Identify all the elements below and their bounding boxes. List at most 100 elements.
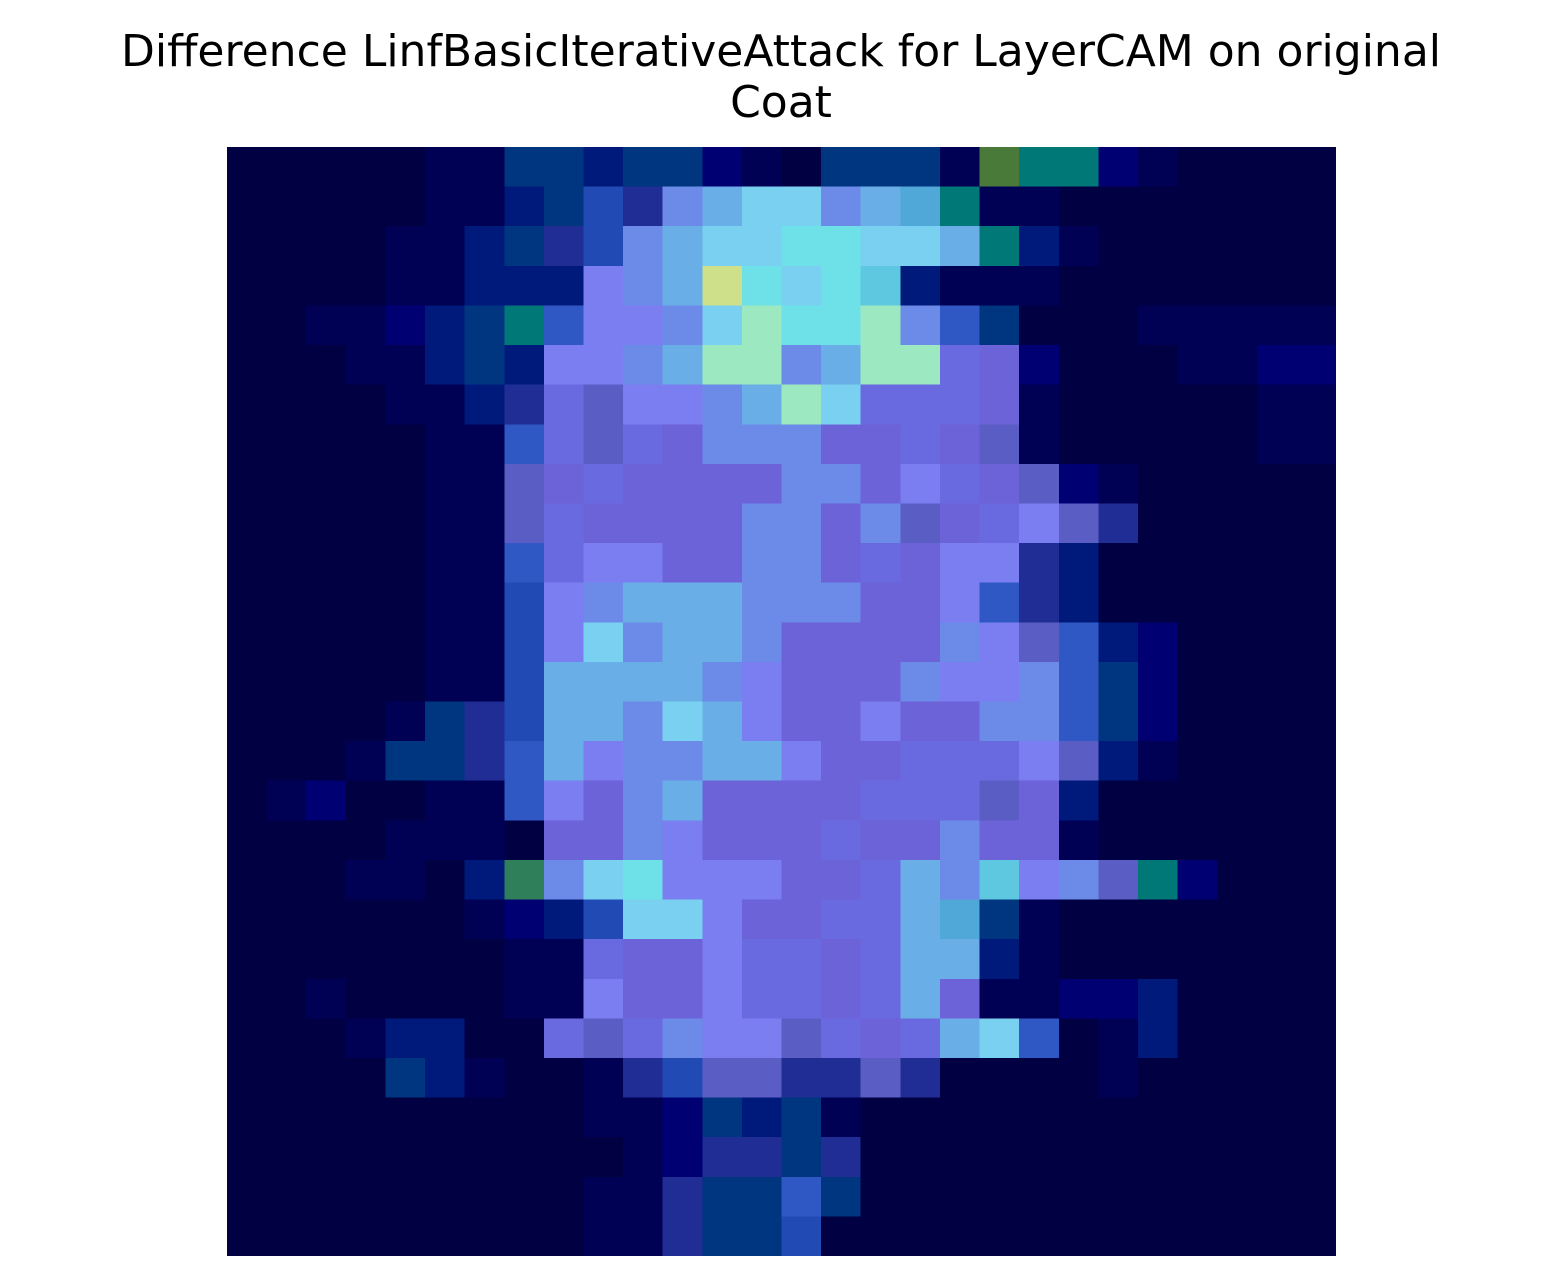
heatmap-cell — [1217, 1097, 1258, 1138]
heatmap-cell — [1058, 186, 1100, 228]
heatmap-cell — [227, 1097, 268, 1138]
heatmap-cell — [504, 147, 545, 188]
heatmap-cell — [306, 859, 347, 901]
heatmap-cell — [425, 147, 466, 188]
heatmap-cell — [741, 1057, 783, 1099]
heatmap-cell — [1177, 1097, 1218, 1138]
heatmap-cell — [781, 1097, 822, 1138]
heatmap-cell — [1217, 741, 1258, 782]
heatmap-cell — [1137, 265, 1179, 307]
heatmap-cell — [425, 424, 466, 465]
heatmap-cell — [623, 899, 664, 940]
heatmap-cell — [227, 820, 268, 861]
heatmap-cell — [662, 1057, 704, 1099]
heatmap-cell — [741, 741, 783, 782]
heatmap-cell — [1296, 820, 1336, 861]
heatmap-cell — [900, 899, 941, 940]
heatmap-cell — [583, 820, 624, 861]
heatmap-cell — [662, 543, 704, 584]
heatmap-cell — [1058, 384, 1100, 426]
heatmap-cell — [1058, 622, 1100, 663]
heatmap-cell — [1256, 701, 1298, 742]
heatmap-cell — [306, 147, 347, 188]
heatmap-cell — [1137, 543, 1179, 584]
heatmap-cell — [1217, 543, 1258, 584]
heatmap-cell — [1296, 147, 1336, 188]
heatmap-cell — [1217, 780, 1258, 822]
heatmap-cell — [900, 1176, 941, 1218]
heatmap-cell — [385, 820, 426, 861]
heatmap-cell — [385, 939, 426, 980]
heatmap-cell — [1217, 147, 1258, 188]
heatmap-cell — [1177, 899, 1218, 940]
heatmap-cell — [345, 503, 387, 544]
heatmap-cell — [1217, 820, 1258, 861]
heatmap-cell — [464, 899, 506, 940]
heatmap-cell — [464, 622, 506, 663]
heatmap-cell — [939, 1018, 981, 1059]
heatmap-cell — [385, 978, 426, 1020]
heatmap-cell — [939, 384, 981, 426]
heatmap-cell — [1256, 345, 1298, 386]
heatmap-cell — [821, 899, 862, 940]
heatmap-cell — [1177, 345, 1218, 386]
heatmap-cell — [1019, 1057, 1060, 1099]
heatmap-cell — [504, 1057, 545, 1099]
heatmap-cell — [425, 661, 466, 703]
heatmap-cell — [345, 305, 387, 346]
heatmap-cell — [1256, 1018, 1298, 1059]
heatmap-cell — [266, 939, 308, 980]
heatmap-cell — [900, 820, 941, 861]
heatmap-cell — [702, 1137, 743, 1178]
heatmap-cell — [979, 741, 1020, 782]
heatmap-cell — [939, 780, 981, 822]
heatmap-cell — [1296, 543, 1336, 584]
heatmap-cell — [702, 780, 743, 822]
heatmap-cell — [1098, 661, 1139, 703]
heatmap-cell — [1177, 265, 1218, 307]
heatmap-cell — [1296, 859, 1336, 901]
heatmap-cell — [1217, 622, 1258, 663]
heatmap-cell — [623, 147, 664, 188]
heatmap-cell — [266, 582, 308, 624]
heatmap-cell — [1137, 1018, 1179, 1059]
heatmap-cell — [821, 622, 862, 663]
heatmap-cell — [623, 1137, 664, 1178]
heatmap-cell — [583, 305, 624, 346]
heatmap-cell — [1019, 1176, 1060, 1218]
heatmap-cell — [702, 1018, 743, 1059]
heatmap-cell — [306, 780, 347, 822]
heatmap-cell — [306, 424, 347, 465]
heatmap-cell — [741, 1216, 783, 1256]
heatmap-cell — [504, 543, 545, 584]
heatmap-cell — [345, 978, 387, 1020]
heatmap-cell — [900, 503, 941, 544]
heatmap-cell — [266, 424, 308, 465]
heatmap-cell — [583, 147, 624, 188]
heatmap-cell — [860, 899, 902, 940]
heatmap-cell — [385, 424, 426, 465]
heatmap-cell — [543, 701, 585, 742]
heatmap-cell — [1098, 701, 1139, 742]
heatmap-cell — [1098, 780, 1139, 822]
heatmap-cell — [543, 1216, 585, 1256]
heatmap-cell — [781, 661, 822, 703]
heatmap-cell — [583, 1216, 624, 1256]
heatmap-cell — [900, 147, 941, 188]
heatmap-cell — [1256, 978, 1298, 1020]
heatmap-cell — [1137, 820, 1179, 861]
heatmap-cell — [1098, 265, 1139, 307]
heatmap-cell — [1019, 820, 1060, 861]
heatmap-cell — [1019, 741, 1060, 782]
heatmap-cell — [306, 899, 347, 940]
heatmap-cell — [741, 780, 783, 822]
heatmap-cell — [702, 1176, 743, 1218]
heatmap-cell — [702, 1057, 743, 1099]
heatmap-cell — [939, 899, 981, 940]
heatmap-cell — [979, 978, 1020, 1020]
heatmap-cell — [464, 780, 506, 822]
heatmap-cell — [306, 305, 347, 346]
heatmap-cell — [385, 1176, 426, 1218]
heatmap-cell — [1058, 1018, 1100, 1059]
heatmap-cell — [741, 622, 783, 663]
